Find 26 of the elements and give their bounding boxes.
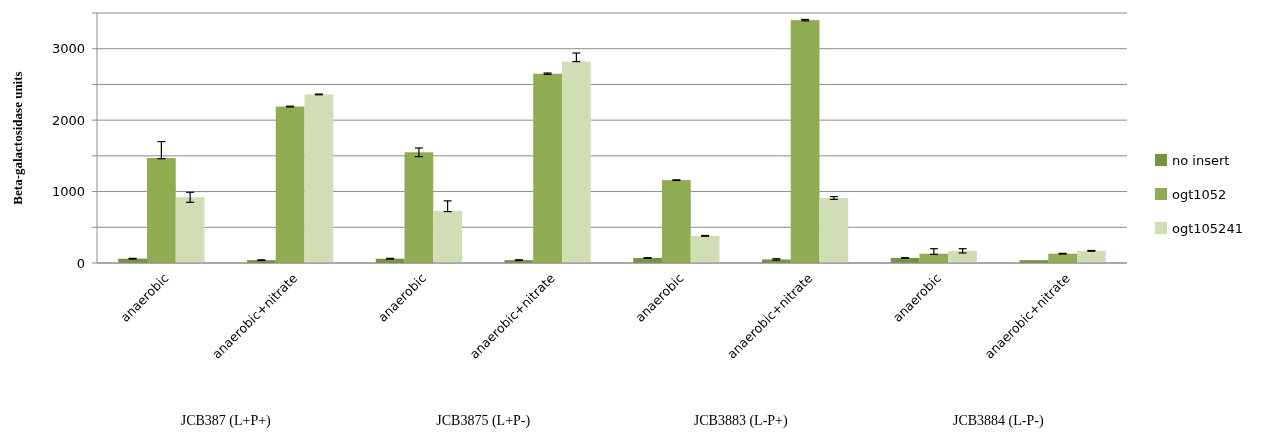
bar	[433, 210, 463, 263]
legend-label: no insert	[1172, 152, 1230, 168]
bar	[662, 180, 691, 263]
text: JCB387 (L+P+)	[180, 413, 272, 429]
y-tick-label: 0	[76, 255, 85, 271]
bar	[404, 152, 434, 263]
text: JCB3875 (L+P-)	[436, 413, 531, 429]
legend-label: ogt105241	[1172, 220, 1243, 236]
bar	[1077, 250, 1106, 263]
y-axis-title: Beta-galactosidase units	[10, 71, 25, 205]
bar	[147, 158, 176, 263]
y-tick-label: 2000	[51, 112, 85, 128]
legend-label: ogt1052	[1172, 186, 1227, 202]
y-tick-label: 1000	[51, 184, 85, 200]
bar	[562, 61, 591, 263]
y-tick-label: 3000	[51, 41, 85, 57]
bar	[819, 198, 849, 263]
bar	[790, 20, 820, 263]
bar	[533, 73, 562, 263]
text: JCB3883 (L-P+)	[693, 413, 789, 429]
bar	[275, 106, 305, 263]
bar	[690, 235, 720, 263]
text: JCB3884 (L-P-)	[952, 413, 1044, 429]
bar	[304, 94, 334, 263]
bar	[948, 250, 978, 263]
bar	[175, 197, 205, 263]
